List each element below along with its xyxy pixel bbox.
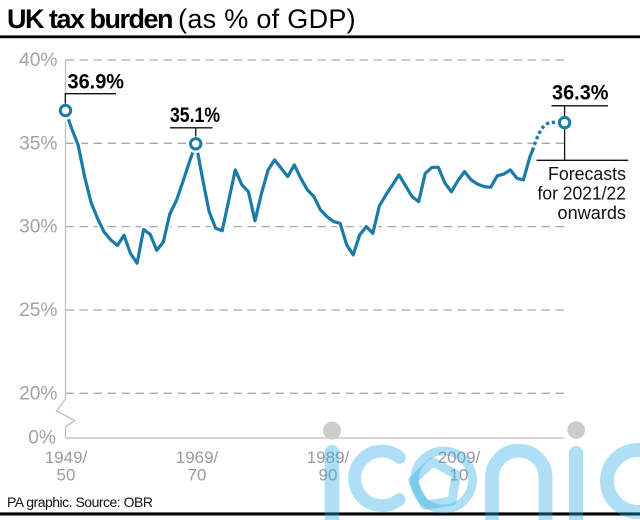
svg-text:35%: 35% <box>19 133 57 154</box>
svg-text:25%: 25% <box>19 300 57 321</box>
svg-text:UK tax burden (as % of GDP): UK tax burden (as % of GDP) <box>7 4 356 34</box>
svg-text:1969/70: 1969/70 <box>176 448 219 485</box>
svg-text:1989/90: 1989/90 <box>307 448 350 485</box>
svg-text:30%: 30% <box>19 217 57 238</box>
svg-text:36.3%: 36.3% <box>552 81 609 104</box>
svg-text:40%: 40% <box>19 50 57 71</box>
svg-text:Forecasts: Forecasts <box>548 163 626 184</box>
svg-text:0%: 0% <box>28 427 56 448</box>
svg-text:2009/10: 2009/10 <box>438 448 481 485</box>
svg-text:PA graphic. Source: OBR: PA graphic. Source: OBR <box>7 494 153 510</box>
svg-text:36.9%: 36.9% <box>68 70 125 93</box>
svg-text:onwards: onwards <box>558 202 627 223</box>
svg-text:35.1%: 35.1% <box>170 104 220 127</box>
svg-text:20%: 20% <box>19 383 57 404</box>
svg-text:for 2021/22: for 2021/22 <box>538 183 627 204</box>
svg-text:1949/50: 1949/50 <box>45 448 88 485</box>
